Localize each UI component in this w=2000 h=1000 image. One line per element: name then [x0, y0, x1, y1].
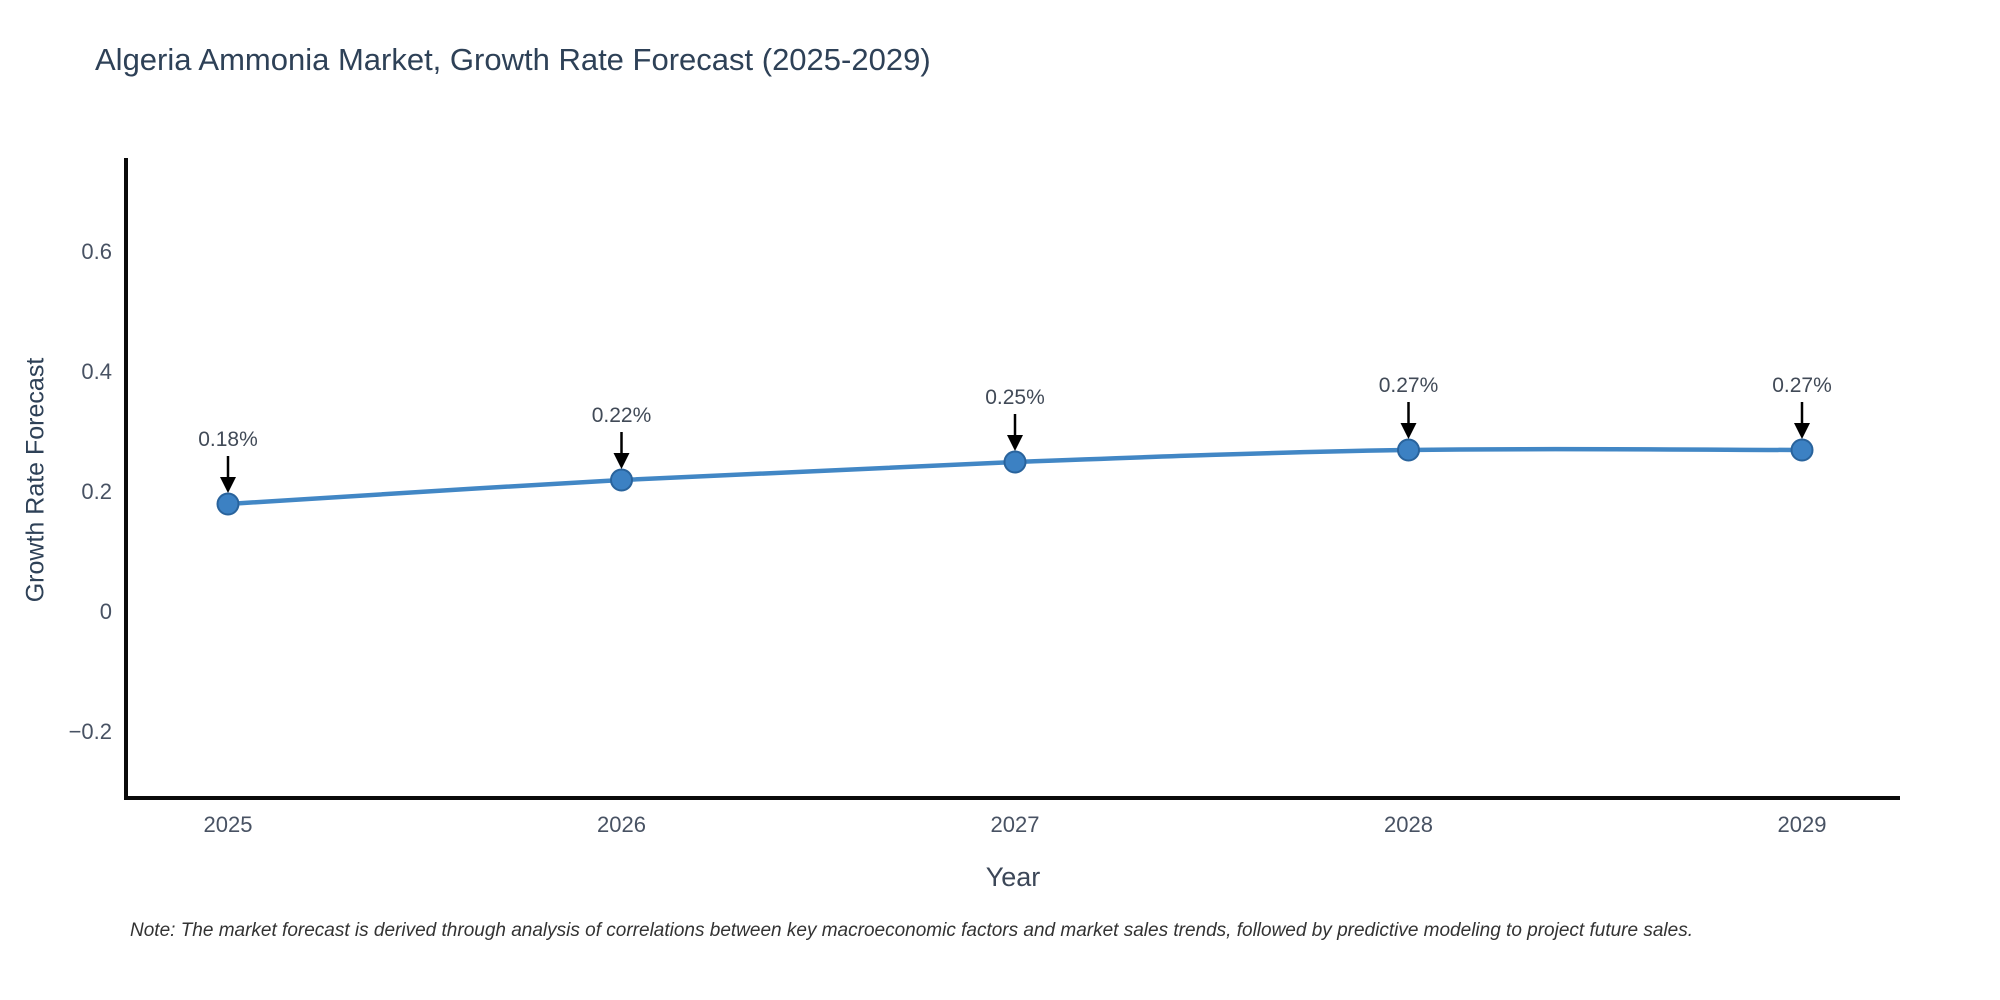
- annotation-arrow-head: [1794, 423, 1810, 439]
- data-point-label: 0.25%: [985, 386, 1045, 409]
- y-tick-label: 0.6: [81, 239, 112, 264]
- annotation-arrow-head: [220, 477, 236, 493]
- y-tick-label: 0.4: [81, 359, 112, 384]
- x-tick-label: 2025: [203, 812, 253, 837]
- data-point-marker[interactable]: [216, 492, 240, 516]
- x-axis-title: Year: [985, 862, 1041, 892]
- y-tick-label: 0.2: [81, 479, 112, 504]
- data-point-label: 0.27%: [1378, 374, 1439, 397]
- annotation-arrow-head: [1400, 423, 1417, 439]
- y-tick-label: −0.2: [68, 719, 112, 744]
- x-tick-label: 2027: [990, 812, 1040, 837]
- data-point-label: 0.27%: [1772, 374, 1832, 397]
- x-tick-label: 2029: [1777, 812, 1827, 837]
- y-tick-label: 0: [99, 599, 112, 624]
- x-tick-label: 2026: [597, 812, 646, 837]
- x-tick-label: 2028: [1384, 812, 1433, 837]
- data-point-marker[interactable]: [1790, 438, 1814, 462]
- annotation-arrow-head: [1007, 435, 1023, 451]
- data-point-label: 0.18%: [198, 428, 258, 451]
- data-point-marker[interactable]: [1397, 438, 1420, 462]
- data-point-marker[interactable]: [1003, 450, 1027, 474]
- chart-title: Algeria Ammonia Market, Growth Rate Fore…: [95, 42, 931, 77]
- annotation-arrow-head: [613, 453, 630, 469]
- data-point-marker[interactable]: [610, 468, 633, 492]
- data-point-label: 0.22%: [591, 404, 652, 427]
- footnote: Note: The market forecast is derived thr…: [130, 920, 1693, 941]
